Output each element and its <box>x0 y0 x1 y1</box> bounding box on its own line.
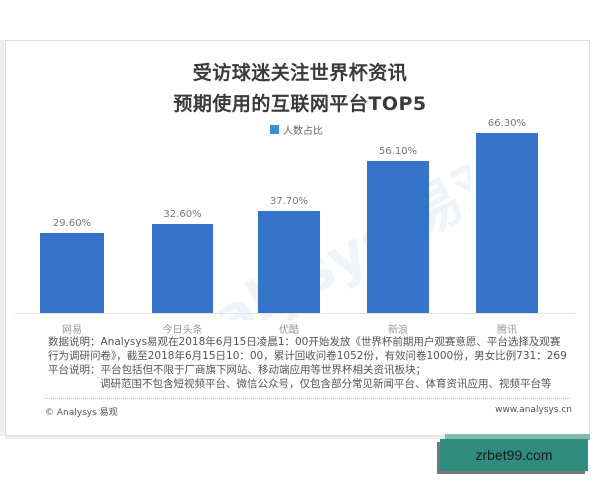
notes-line-3: 平台说明：平台包括但不限于厂商旗下网站、移动端应用等世界杯相关资讯板块； <box>48 364 426 376</box>
bar-3 <box>367 161 429 313</box>
bar-value-label: 56.10% <box>378 146 418 157</box>
footer-divider <box>45 398 570 399</box>
bar-1 <box>152 224 213 313</box>
bar-2 <box>258 211 320 313</box>
ad-banner[interactable]: zrbet99.com <box>440 439 588 471</box>
frame-bottom-shadow <box>5 436 590 439</box>
frame-left-shadow <box>0 40 5 436</box>
website-link[interactable]: www.analysys.cn <box>495 405 572 415</box>
x-axis-category-label: 新浪 <box>388 325 408 336</box>
copyright-text: © Analysys 易观 <box>45 408 118 418</box>
notes-line-4: 调研范围不包含短视频平台、微信公众号，仅包含部分常见新闻平台、体育资讯应用、视频… <box>100 378 552 390</box>
chart-title-line1: 受访球迷关注世界杯资讯 <box>192 62 408 84</box>
notes-line-1: 数据说明：Analysys易观在2018年6月15日凌晨1：00开始发放《世界杯… <box>48 336 561 348</box>
legend-swatch-icon <box>270 125 279 134</box>
bar-4 <box>476 133 538 313</box>
legend-label: 人数占比 <box>283 126 323 137</box>
bar-value-label: 37.70% <box>269 196 309 207</box>
chart-title-line2: 预期使用的互联网平台TOP5 <box>173 93 427 115</box>
notes-line-2: 行为调研问卷》，截至2018年6月15日10：00，累计回收问卷1052份，有效… <box>48 350 567 362</box>
x-axis-category-label: 优酷 <box>279 325 299 336</box>
legend: 人数占比 <box>270 122 323 137</box>
x-axis-line <box>15 313 575 314</box>
ad-banner-top-strip <box>445 434 590 440</box>
bar-0 <box>40 233 104 313</box>
x-axis-category-label: 网易 <box>62 325 82 336</box>
bar-value-label: 29.60% <box>52 218 92 229</box>
data-notes: 数据说明：Analysys易观在2018年6月15日凌晨1：00开始发放《世界杯… <box>48 335 578 391</box>
bar-value-label: 32.60% <box>163 209 202 220</box>
bar-value-label: 66.30% <box>487 118 527 129</box>
x-axis-category-label: 腾讯 <box>497 325 517 336</box>
x-axis-category-label: 今日头条 <box>162 325 203 336</box>
